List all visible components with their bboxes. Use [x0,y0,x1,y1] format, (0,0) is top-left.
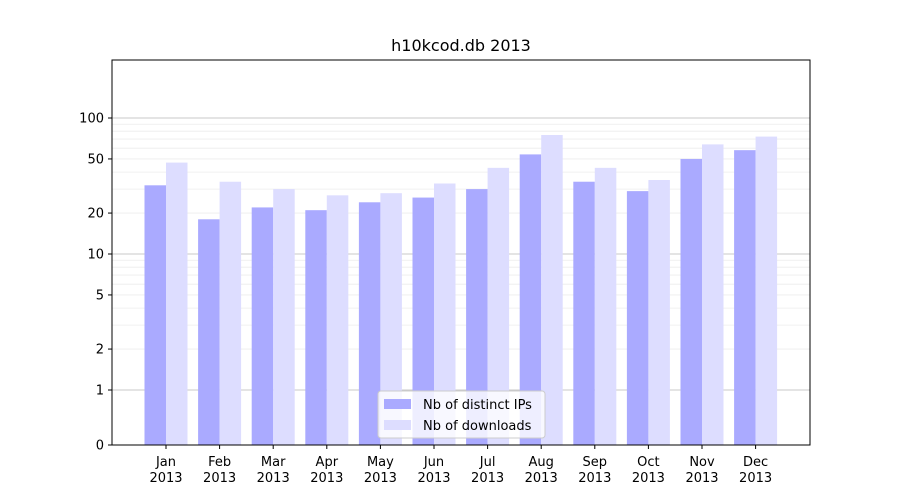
bar-distinct-ips [519,154,542,445]
legend-label: Nb of downloads [423,419,532,434]
bar-downloads [434,183,456,445]
x-tick-label: Aug 2013 [525,455,558,486]
legend: Nb of distinct IPs Nb of downloads [377,390,546,439]
x-axis: Jan 2013 Feb 2013 Mar 2013 Apr 2013 May 2013 Jun 20… [149,445,772,486]
bar-distinct-ips [198,219,220,445]
x-tick-label: Jun 2013 [417,455,450,486]
bar-downloads [380,193,402,445]
bar-distinct-ips [734,150,756,445]
x-tick-label: Sep 2013 [578,455,611,486]
bar-downloads [219,181,242,445]
y-tick-label: 0 [96,439,104,454]
y-tick-label: 2 [96,343,104,358]
legend-box [377,390,546,439]
bar-downloads [541,134,563,445]
y-tick-label: 5 [96,288,104,303]
bar-distinct-ips [680,158,702,446]
y-tick-label: 10 [87,248,104,263]
y-axis: 0 1 2 5 10 20 50 100 [79,112,112,454]
x-tick-label: Mar 2013 [257,455,290,486]
plot-frame [111,59,811,446]
bar-downloads [594,167,617,445]
legend-label: Nb of distinct IPs [423,398,532,413]
x-tick-label: Feb 2013 [203,455,236,486]
bar-downloads [487,167,510,445]
bar-downloads [166,162,188,445]
y-tick-label: 100 [79,112,104,127]
bar-distinct-ips [144,185,166,445]
x-tick-label: Apr 2013 [310,455,343,486]
bar-distinct-ips [626,191,649,445]
chart-title: h10kcod.db 2013 [391,36,531,55]
bar-distinct-ips [251,207,274,445]
x-tick-label: Dec 2013 [739,455,772,486]
bar-distinct-ips [412,197,434,445]
bars [144,134,778,446]
bar-downloads [326,195,349,445]
bar-downloads [702,144,724,445]
bar-downloads [273,189,295,445]
x-tick-label: Jul 2013 [471,455,504,486]
legend-swatch [384,399,411,409]
y-tick-label: 1 [96,384,104,399]
bar-downloads [648,180,670,445]
bar-distinct-ips [466,189,488,445]
legend-swatch [384,420,411,430]
bar-distinct-ips [573,181,595,445]
y-tick-label: 50 [87,152,104,167]
bar-distinct-ips [305,210,327,445]
x-tick-label: Oct 2013 [632,455,665,486]
x-tick-label: Nov 2013 [685,455,718,486]
y-tick-label: 20 [87,207,104,222]
bar-distinct-ips [358,202,381,445]
bar-downloads [755,136,778,446]
x-tick-label: May 2013 [364,455,397,486]
x-tick-label: Jan 2013 [149,455,182,486]
